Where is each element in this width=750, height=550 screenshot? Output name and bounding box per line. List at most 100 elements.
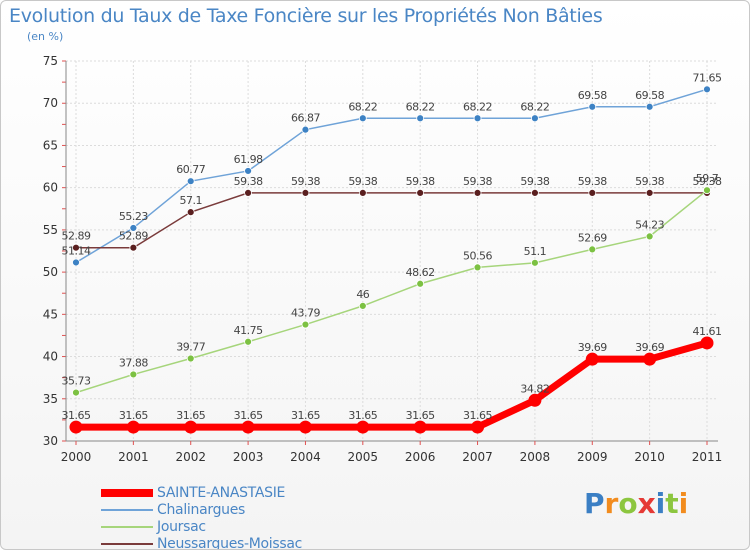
data-label: 31.65	[291, 409, 320, 422]
data-point-sainte-anastasie	[184, 420, 198, 434]
data-point-chalinargues	[301, 125, 310, 134]
data-label: 31.65	[463, 409, 492, 422]
data-label: 61.98	[234, 153, 263, 166]
data-point-joursac	[72, 388, 80, 397]
data-point-chalinargues	[416, 114, 425, 123]
data-point-chalinargues	[645, 102, 654, 111]
data-point-neussargues-moissac	[473, 189, 482, 197]
data-point-joursac	[301, 320, 310, 329]
data-point-neussargues-moissac	[72, 243, 80, 252]
data-label: 71.65	[693, 71, 722, 84]
data-label: 31.65	[119, 409, 148, 422]
data-label: 39.77	[176, 340, 205, 353]
x-tick-label: 2006	[405, 450, 436, 464]
data-label: 55.23	[119, 210, 148, 223]
legend-swatch	[101, 526, 153, 528]
data-label: 43.79	[291, 307, 320, 320]
series-line-chalinargues	[75, 88, 708, 264]
data-point-chalinargues	[358, 114, 367, 123]
x-tick-label: 2010	[634, 450, 665, 464]
data-label: 31.65	[348, 409, 377, 422]
data-point-chalinargues	[129, 224, 138, 232]
logo-letter: i	[655, 487, 666, 520]
data-point-joursac	[186, 354, 195, 363]
data-point-joursac	[416, 279, 425, 288]
data-label: 59.38	[406, 175, 435, 188]
data-point-sainte-anastasie	[413, 420, 427, 434]
data-label: 31.65	[234, 409, 263, 422]
data-label: 51.1	[524, 245, 547, 258]
data-point-chalinargues	[72, 258, 80, 267]
x-tick-label: 2000	[61, 450, 92, 464]
series-line-joursac	[75, 189, 708, 394]
data-point-chalinargues	[473, 114, 482, 123]
data-point-chalinargues	[588, 102, 597, 111]
data-point-joursac	[244, 337, 252, 346]
data-label: 69.58	[578, 89, 607, 102]
data-point-sainte-anastasie	[528, 393, 542, 407]
data-point-sainte-anastasie	[126, 420, 140, 434]
proxiti-logo: Proxiti	[584, 487, 688, 520]
x-tick-label: 2008	[520, 450, 551, 464]
data-label: 31.65	[62, 409, 91, 422]
data-label: 39.69	[635, 341, 664, 354]
data-label: 41.61	[693, 325, 722, 338]
y-tick-label: 65	[43, 138, 58, 152]
data-label: 68.22	[463, 100, 492, 113]
data-point-sainte-anastasie	[643, 352, 657, 366]
data-point-sainte-anastasie	[471, 420, 485, 434]
line-chart: 30 35 40 45 50 55 60 65 70 75 2000 2001 2002 2003 2004…	[43, 54, 723, 464]
y-tick-label: 40	[43, 350, 58, 364]
data-label: 51.14	[62, 244, 91, 257]
data-point-joursac	[473, 263, 482, 272]
y-tick-label: 45	[43, 307, 58, 321]
logo-letter: t	[665, 487, 679, 520]
x-tick-label: 2004	[290, 450, 321, 464]
data-label: 35.73	[62, 375, 91, 388]
data-point-neussargues-moissac	[301, 189, 310, 197]
legend-swatch	[101, 489, 153, 497]
data-label: 41.75	[234, 324, 263, 337]
data-point-sainte-anastasie	[69, 420, 83, 434]
data-point-sainte-anastasie	[356, 420, 370, 434]
data-point-chalinargues	[531, 114, 539, 123]
y-tick-label: 60	[43, 181, 58, 195]
data-label: 50.56	[463, 249, 492, 262]
data-label: 48.62	[406, 266, 435, 279]
data-label: 59.38	[578, 175, 607, 188]
data-point-joursac	[129, 370, 138, 379]
y-tick-label: 70	[43, 96, 58, 110]
y-tick-label: 50	[43, 265, 58, 279]
legend-swatch	[101, 543, 153, 545]
x-tick-label: 2007	[462, 450, 493, 464]
logo-letter: i	[678, 487, 689, 520]
series-line-neussargues-moissac	[76, 192, 707, 249]
legend-label: Neussargues-Moissac	[157, 536, 303, 550]
data-point-chalinargues	[703, 85, 711, 94]
y-tick-label: 35	[43, 392, 58, 406]
data-point-neussargues-moissac	[645, 189, 654, 197]
data-label: 59.38	[348, 175, 377, 188]
x-tick-label: 2009	[577, 450, 608, 464]
legend-label: Chalinargues	[157, 502, 246, 518]
data-point-joursac	[703, 186, 711, 195]
y-tick-label: 30	[43, 434, 58, 448]
data-label: 31.65	[406, 409, 435, 422]
data-label: 37.88	[119, 356, 148, 369]
y-axis-unit: (en %)	[27, 30, 64, 43]
data-label: 34.82	[520, 382, 549, 395]
data-point-sainte-anastasie	[298, 420, 312, 434]
data-label: 59.38	[635, 175, 664, 188]
y-tick-label: 75	[43, 54, 58, 68]
logo-letter: P	[584, 487, 605, 520]
logo-letter: o	[618, 487, 638, 520]
series-line-sainte-anastasie	[76, 339, 708, 431]
logo-letter: r	[604, 487, 619, 520]
data-label: 59.38	[291, 175, 320, 188]
legend-label: SAINTE-ANASTASIE	[157, 485, 286, 501]
data-label: 57.1	[179, 194, 202, 207]
data-point-joursac	[588, 245, 597, 254]
x-tick-label: 2002	[175, 450, 206, 464]
data-point-sainte-anastasie	[241, 420, 255, 434]
data-point-sainte-anastasie	[700, 336, 714, 350]
